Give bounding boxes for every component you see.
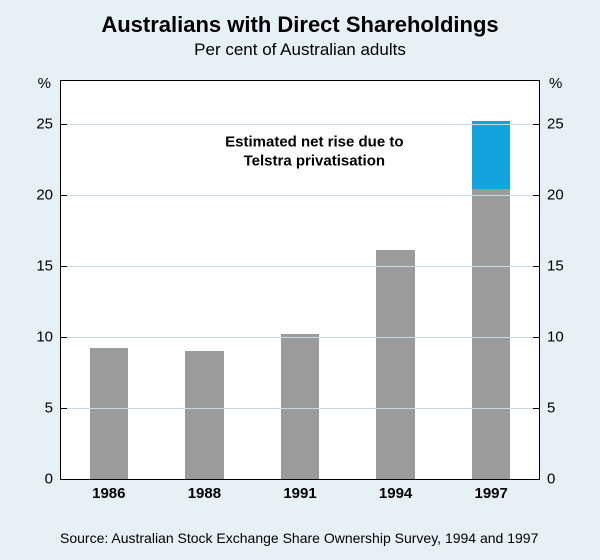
y-label-right: 25 [539, 115, 564, 132]
y-label-right: 10 [539, 328, 564, 345]
y-label-left: 10 [36, 328, 61, 345]
tick-left [61, 337, 67, 338]
bar-base [376, 250, 414, 479]
y-label-left: 25 [36, 115, 61, 132]
x-label: 1986 [92, 479, 125, 502]
y-label-right: 15 [539, 257, 564, 274]
chart-title: Australians with Direct Shareholdings [0, 0, 600, 38]
grid-line [61, 195, 539, 196]
tick-left [61, 124, 67, 125]
y-label-left: 0 [45, 471, 61, 488]
grid-line [61, 337, 539, 338]
chart-container: Australians with Direct Shareholdings Pe… [0, 0, 600, 560]
y-unit-left: % [38, 75, 61, 92]
bar-group [90, 81, 128, 479]
plot-area: % % 005510101515202025251986198819911994… [60, 80, 540, 480]
tick-left [61, 479, 67, 480]
grid-line [61, 266, 539, 267]
bar-base [472, 189, 510, 479]
y-label-right: 0 [539, 471, 555, 488]
y-label-left: 15 [36, 257, 61, 274]
bar-group [185, 81, 223, 479]
bar-base [281, 334, 319, 479]
x-label: 1991 [283, 479, 316, 502]
tick-left [61, 408, 67, 409]
bar-top [472, 121, 510, 189]
source-text: Source: Australian Stock Exchange Share … [60, 530, 560, 546]
y-label-right: 20 [539, 186, 564, 203]
tick-left [61, 195, 67, 196]
x-label: 1997 [475, 479, 508, 502]
x-label: 1994 [379, 479, 412, 502]
y-label-left: 20 [36, 186, 61, 203]
bar-base [185, 351, 223, 479]
tick-left [61, 266, 67, 267]
grid-line [61, 124, 539, 125]
x-label: 1988 [188, 479, 221, 502]
y-label-left: 5 [45, 399, 61, 416]
annotation: Estimated net rise due toTelstra privati… [225, 133, 403, 171]
y-unit-right: % [539, 75, 562, 92]
grid-line [61, 408, 539, 409]
bar-base [90, 348, 128, 479]
y-label-right: 5 [539, 399, 555, 416]
chart-subtitle: Per cent of Australian adults [0, 40, 600, 60]
bar-group [472, 81, 510, 479]
